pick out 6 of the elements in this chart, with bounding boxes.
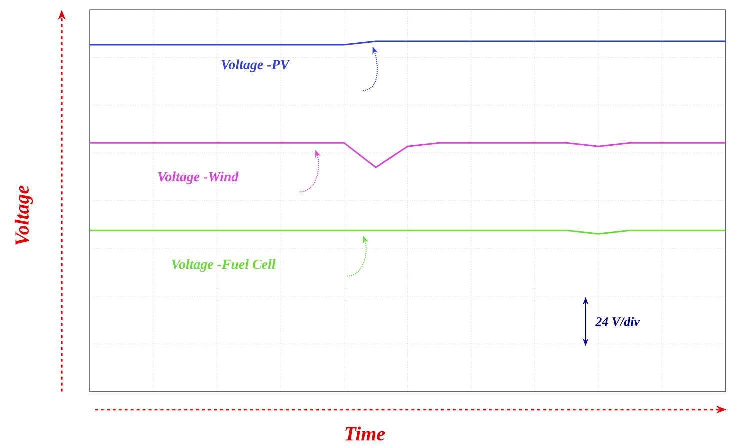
text: Voltage -Wind: [158, 172, 239, 185]
annotation: 24 V/div: [596, 317, 640, 326]
x-axis-title: Time: [346, 426, 386, 441]
y-axis-title: Voltage: [14, 186, 34, 246]
series-label: Voltage -PV: [222, 60, 290, 72]
text: Voltage -Fuel Cell: [172, 259, 276, 272]
